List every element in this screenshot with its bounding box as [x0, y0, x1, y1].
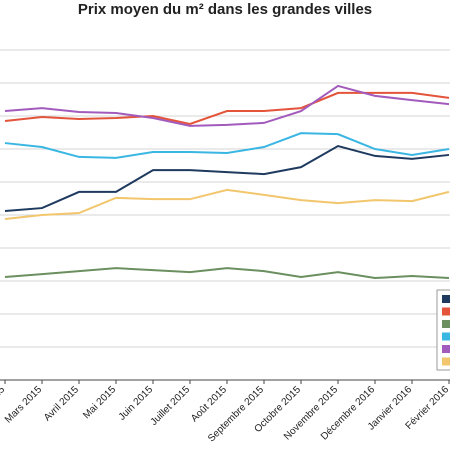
series-line — [4, 267, 450, 280]
legend-swatch — [442, 332, 450, 341]
x-tick-label: Mai 2015 — [81, 384, 118, 421]
x-tick-label: Mars 2015 — [3, 384, 44, 425]
legend-swatch — [442, 357, 450, 366]
legend-swatch — [442, 345, 450, 353]
x-tick-label: Avril 2015 — [42, 384, 81, 423]
series-line — [4, 84, 450, 127]
x-tick-label: Février 2015 — [0, 384, 7, 432]
chart-title: Prix moyen du m² dans les grandes villes — [78, 1, 372, 18]
legend-swatch — [442, 295, 450, 303]
series-line — [4, 188, 450, 220]
series-line — [4, 91, 450, 125]
x-tick-label: Juillet 2015 — [149, 384, 193, 428]
legend-swatch — [442, 307, 450, 316]
series-line — [4, 144, 450, 213]
x-tick-label: Juin 2015 — [117, 384, 156, 423]
legend-swatch — [442, 320, 450, 328]
series-line — [4, 132, 450, 159]
